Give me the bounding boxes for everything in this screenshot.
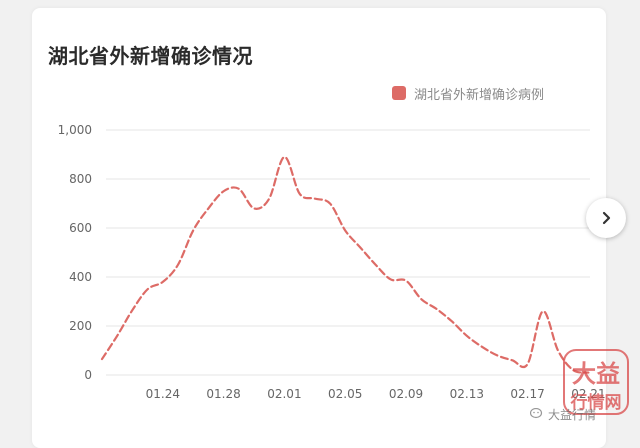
y-tick-label: 0 <box>84 368 92 382</box>
line-chart: 0 200 400 600 800 1,000 01.24 01.28 02.01 02.05 02… <box>0 0 640 427</box>
x-tick-label: 02.13 <box>450 387 484 401</box>
x-tick-label: 02.05 <box>328 387 362 401</box>
x-tick-label: 02.01 <box>267 387 301 401</box>
x-tick-label: 02.17 <box>510 387 544 401</box>
series-line <box>102 157 588 373</box>
x-tick-label: 02.09 <box>389 387 423 401</box>
x-tick-label: 01.28 <box>206 387 240 401</box>
y-tick-label: 200 <box>69 319 92 333</box>
source-caption: 大益行情 <box>530 404 596 424</box>
x-tick-label: 01.24 <box>146 387 180 401</box>
watermark-top-text: 大益 <box>572 360 620 388</box>
y-tick-label: 1,000 <box>58 123 92 137</box>
y-tick-label: 400 <box>69 270 92 284</box>
caption-text: 大益行情 <box>548 406 596 423</box>
y-tick-label: 600 <box>69 221 92 235</box>
chevron-right-icon <box>599 211 613 225</box>
y-tick-label: 800 <box>69 172 92 186</box>
wechat-icon <box>530 408 544 420</box>
next-button[interactable] <box>586 198 626 238</box>
